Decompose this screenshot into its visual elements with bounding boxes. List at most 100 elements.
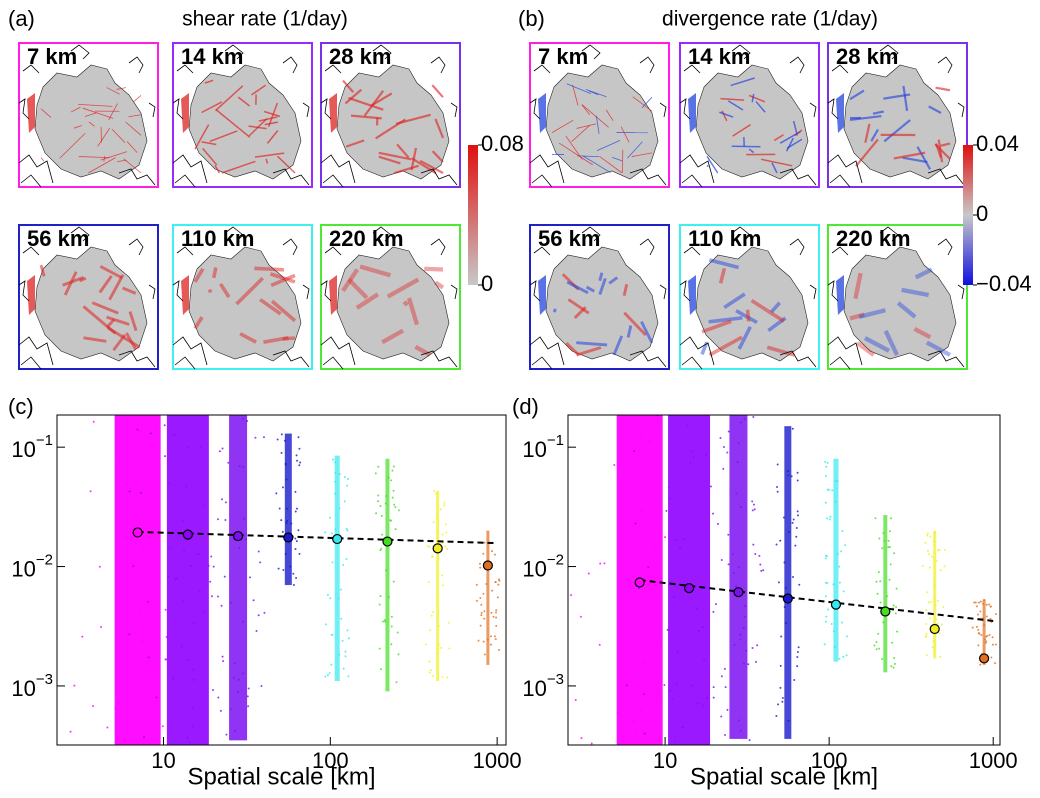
deformation-feature bbox=[771, 162, 778, 174]
deformation-feature bbox=[193, 267, 205, 283]
coastline bbox=[659, 102, 667, 118]
scatter-speckle bbox=[838, 581, 841, 584]
scatter-speckle bbox=[829, 515, 832, 518]
scatter-speckle bbox=[824, 557, 827, 560]
coastline bbox=[172, 154, 208, 184]
deformation-feature bbox=[126, 141, 138, 153]
deformation-feature bbox=[341, 268, 360, 293]
coastline bbox=[70, 44, 90, 60]
deformation-feature bbox=[566, 83, 591, 95]
scatter-speckle bbox=[787, 474, 790, 477]
scatter-speckle bbox=[796, 510, 799, 513]
deformation-feature bbox=[117, 159, 127, 163]
scatter-speckle bbox=[230, 708, 233, 711]
scatter-speckle bbox=[739, 729, 742, 732]
scatter-speckle bbox=[676, 650, 679, 653]
scatter-speckle bbox=[879, 601, 882, 604]
panel-label: (b) bbox=[518, 6, 545, 31]
deformation-feature bbox=[901, 287, 930, 298]
deformation-feature bbox=[576, 346, 602, 357]
deformation-feature bbox=[853, 272, 863, 300]
coastline bbox=[809, 284, 817, 300]
map: 28 km bbox=[827, 42, 968, 188]
scatter-speckle bbox=[477, 639, 480, 642]
deformation-feature bbox=[264, 121, 278, 126]
scatter-speckle bbox=[640, 436, 643, 439]
scatter-speckle bbox=[343, 500, 346, 503]
deformation-feature bbox=[902, 156, 928, 164]
scatter-speckle bbox=[928, 566, 931, 569]
scatter-speckle bbox=[936, 599, 939, 602]
deformation-feature bbox=[204, 79, 214, 84]
scatter-speckle bbox=[792, 518, 795, 521]
scatter-speckle bbox=[100, 626, 103, 629]
scatter-speckle bbox=[791, 427, 794, 430]
scatter-speckle bbox=[794, 544, 797, 547]
scatter-speckle bbox=[334, 461, 337, 464]
scatter-speckle bbox=[292, 584, 295, 587]
scatter-speckle bbox=[722, 467, 725, 470]
scatter-speckle bbox=[598, 643, 601, 646]
scatter-speckle bbox=[390, 479, 393, 482]
deformation-feature bbox=[237, 96, 251, 107]
scatter-speckle bbox=[931, 646, 934, 649]
deformation-feature bbox=[194, 124, 210, 150]
scatter-speckle bbox=[873, 644, 876, 647]
coastline bbox=[827, 98, 839, 120]
scatter-speckle bbox=[720, 675, 723, 678]
deformation-feature bbox=[769, 301, 782, 314]
scatter-speckle bbox=[238, 465, 241, 468]
coastline bbox=[174, 174, 196, 188]
scatter-speckle bbox=[976, 613, 979, 616]
scatter-speckle bbox=[221, 655, 224, 658]
scatter-speckle bbox=[187, 658, 190, 661]
scatter-speckle bbox=[974, 601, 977, 604]
deformation-feature bbox=[883, 119, 911, 143]
scatter-speckle bbox=[938, 632, 941, 635]
y-tick-label: 10−3 bbox=[522, 671, 564, 701]
deformation-feature bbox=[111, 128, 126, 143]
scatter-speckle bbox=[480, 611, 483, 614]
scatter-speckle bbox=[483, 610, 486, 613]
scatter-speckle bbox=[430, 614, 433, 617]
coastline bbox=[927, 350, 965, 368]
scatter-speckle bbox=[147, 600, 150, 603]
scatter-speckle bbox=[841, 529, 844, 532]
scatter-speckle bbox=[338, 653, 341, 656]
scale-label: 220 km bbox=[836, 226, 911, 251]
scatter-speckle bbox=[447, 621, 450, 624]
deformation-feature bbox=[849, 89, 865, 101]
deformation-feature bbox=[406, 297, 420, 326]
scatter-speckle bbox=[297, 436, 300, 439]
scatter-speckle bbox=[387, 476, 390, 479]
scatter-spread bbox=[883, 515, 888, 673]
scatter-speckle bbox=[893, 657, 896, 660]
scatter-speckle bbox=[437, 643, 440, 646]
deformation-feature bbox=[381, 328, 405, 345]
scatter-speckle bbox=[483, 653, 486, 656]
scatter-speckle bbox=[448, 647, 451, 650]
scatter-speckle bbox=[826, 581, 829, 584]
scatter-speckle bbox=[390, 625, 393, 628]
scatter-speckle bbox=[783, 561, 786, 564]
scatter-speckle bbox=[480, 603, 483, 606]
scatter-speckle bbox=[706, 697, 709, 700]
scatter-speckle bbox=[795, 527, 798, 530]
scatter-speckle bbox=[574, 698, 577, 701]
scatter-spread bbox=[284, 433, 292, 586]
scatter-speckle bbox=[188, 741, 191, 744]
scatter-speckle bbox=[216, 595, 219, 598]
scatter-speckle bbox=[428, 660, 431, 663]
scatter-speckle bbox=[971, 626, 974, 629]
scatter-speckle bbox=[483, 617, 486, 620]
scatter-speckle bbox=[424, 643, 427, 646]
deformation-feature bbox=[359, 264, 392, 278]
coastline bbox=[320, 98, 332, 120]
scatter-speckle bbox=[440, 646, 443, 649]
scatter-speckle bbox=[330, 634, 333, 637]
scatter-speckle bbox=[482, 552, 485, 555]
scatter-speckle bbox=[289, 565, 292, 568]
deformation-feature bbox=[640, 320, 654, 344]
scatter-speckle bbox=[878, 537, 881, 540]
coastline bbox=[430, 56, 446, 74]
